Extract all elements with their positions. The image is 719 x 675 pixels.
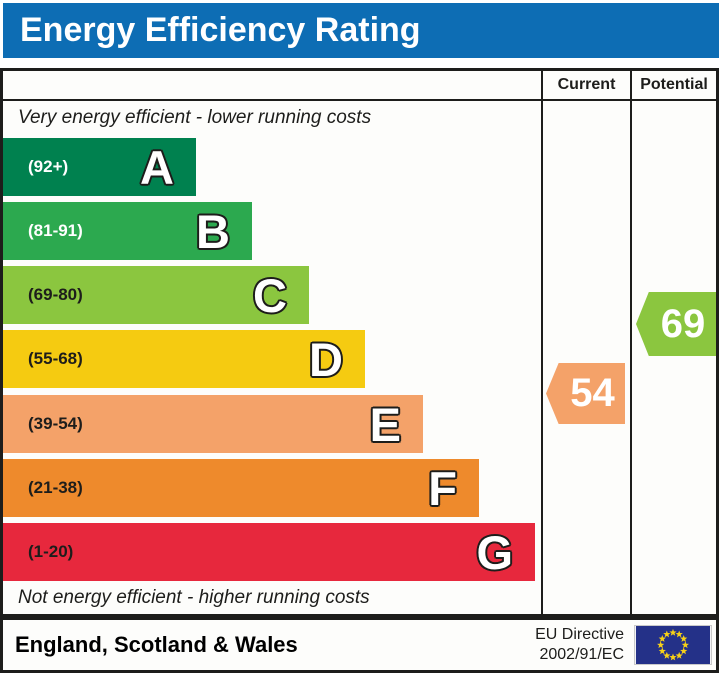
band-b: (81-91) B xyxy=(3,202,252,260)
band-g: (1-20) G xyxy=(3,523,535,581)
band-e-letter: E xyxy=(369,397,401,451)
eu-directive-text: EU Directive 2002/91/EC xyxy=(535,625,624,665)
band-c: (69-80) C xyxy=(3,266,309,324)
current-rating-value: 54 xyxy=(570,371,615,415)
band-d-range: (55-68) xyxy=(28,349,83,368)
band-f-range: (21-38) xyxy=(28,478,83,497)
band-f-letter: F xyxy=(428,461,457,515)
column-header-current: Current xyxy=(557,76,616,93)
eu-directive-line1: EU Directive xyxy=(535,626,624,643)
caption-very-efficient: Very energy efficient - lower running co… xyxy=(18,107,372,128)
potential-rating-marker: 69 xyxy=(636,292,716,356)
column-divider-current xyxy=(541,68,543,617)
band-c-range: (69-80) xyxy=(28,285,83,304)
band-d-letter: D xyxy=(309,332,343,386)
footer-bar: England, Scotland & Wales EU Directive 2… xyxy=(0,617,719,673)
band-g-letter: G xyxy=(476,525,513,579)
band-e: (39-54) E xyxy=(3,395,423,453)
caption-not-efficient: Not energy efficient - higher running co… xyxy=(18,587,370,608)
eu-directive-line2: 2002/91/EC xyxy=(539,646,624,663)
page-title: Energy Efficiency Rating xyxy=(20,11,421,49)
band-e-range: (39-54) xyxy=(28,414,83,433)
band-f: (21-38) F xyxy=(3,459,479,517)
band-g-range: (1-20) xyxy=(28,542,74,561)
band-a-letter: A xyxy=(140,140,174,194)
region-label: England, Scotland & Wales xyxy=(15,632,298,657)
column-header-potential: Potential xyxy=(640,76,708,93)
column-divider-potential xyxy=(630,68,632,617)
band-c-letter: C xyxy=(253,268,287,322)
potential-rating-value: 69 xyxy=(660,301,706,346)
header-divider xyxy=(0,99,719,101)
title-bar: Energy Efficiency Rating xyxy=(3,3,719,58)
current-rating-marker: 54 xyxy=(546,363,625,424)
eu-flag-icon xyxy=(634,625,712,665)
band-b-range: (81-91) xyxy=(28,221,83,240)
band-a-range: (92+) xyxy=(28,157,69,176)
band-b-letter: B xyxy=(196,204,230,258)
band-a: (92+) A xyxy=(3,138,196,196)
band-d: (55-68) D xyxy=(3,330,365,388)
